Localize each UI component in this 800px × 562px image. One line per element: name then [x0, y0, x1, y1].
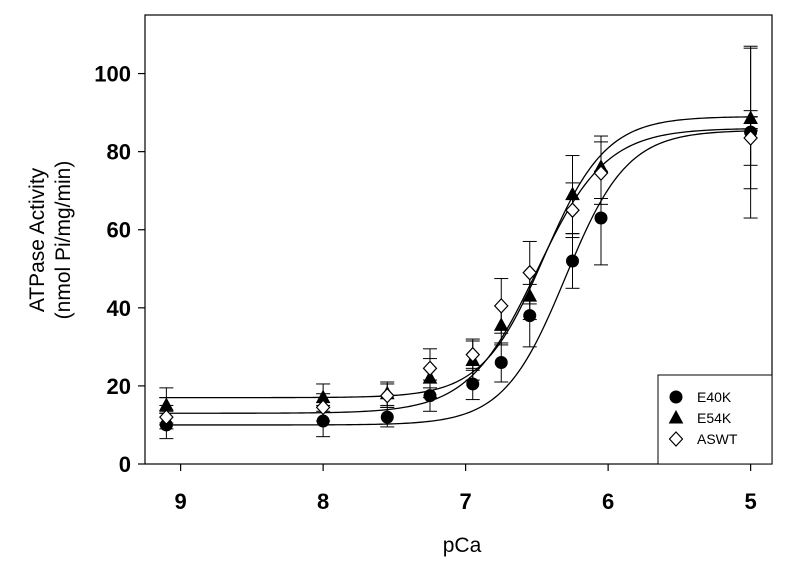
legend: E40K E54K ASWT: [657, 374, 773, 465]
point-e40k: [423, 389, 437, 403]
y-tick-label: 80: [107, 140, 131, 165]
point-e40k: [594, 211, 608, 225]
x-tick-label: 5: [745, 489, 757, 514]
point-aswt: [315, 399, 331, 416]
fit-curve-aswt: [159, 128, 758, 414]
legend-marker-e40k: [669, 390, 683, 404]
point-e54k: [493, 317, 509, 331]
point-aswt: [379, 387, 395, 404]
point-aswt: [493, 297, 509, 314]
data-points: [159, 110, 758, 432]
x-tick-label: 7: [460, 489, 472, 514]
x-tick-label: 6: [602, 489, 614, 514]
point-e54k: [159, 397, 174, 411]
point-aswt: [159, 409, 174, 426]
fit-curve-e54k: [159, 116, 758, 399]
y-tick-label: 100: [94, 62, 131, 87]
point-aswt: [465, 346, 481, 363]
axis-ticks: 9 8 7 6 5 0 20 40 60 80 100: [94, 62, 756, 514]
point-aswt: [522, 264, 538, 281]
point-aswt: [422, 360, 438, 377]
x-tick-label: 9: [175, 489, 187, 514]
plot-frame: [144, 14, 773, 465]
y-tick-label: 0: [119, 452, 131, 477]
point-e40k: [316, 414, 330, 428]
point-aswt: [743, 130, 758, 146]
y-tick-label: 20: [107, 374, 131, 399]
y-tick-label: 60: [107, 218, 131, 243]
point-e40k: [523, 309, 537, 323]
legend-label-aswt: ASWT: [697, 431, 738, 447]
y-axis-title-line2: (nmol Pi/mg/min): [52, 161, 75, 320]
x-tick-label: 8: [317, 489, 329, 514]
point-e54k: [743, 110, 758, 124]
x-axis-title: pCa: [443, 534, 482, 557]
fit-curves: [159, 116, 758, 426]
legend-marker-e54k: [668, 409, 684, 424]
point-aswt: [565, 202, 580, 219]
point-aswt: [593, 165, 609, 182]
y-tick-label: 40: [107, 296, 131, 321]
y-axis-title-line1: ATPase Activity: [26, 167, 49, 312]
legend-label-e40k: E40K: [697, 389, 732, 405]
point-e54k: [565, 186, 580, 201]
legend-marker-aswt: [668, 431, 684, 447]
legend-label-e54k: E54K: [697, 410, 732, 426]
point-e54k: [422, 370, 438, 384]
fit-curve-e40k: [159, 130, 758, 426]
point-e40k: [380, 410, 394, 424]
point-e54k: [522, 288, 538, 302]
point-e40k: [466, 377, 480, 391]
point-e40k: [566, 254, 579, 268]
point-e40k: [494, 355, 508, 369]
